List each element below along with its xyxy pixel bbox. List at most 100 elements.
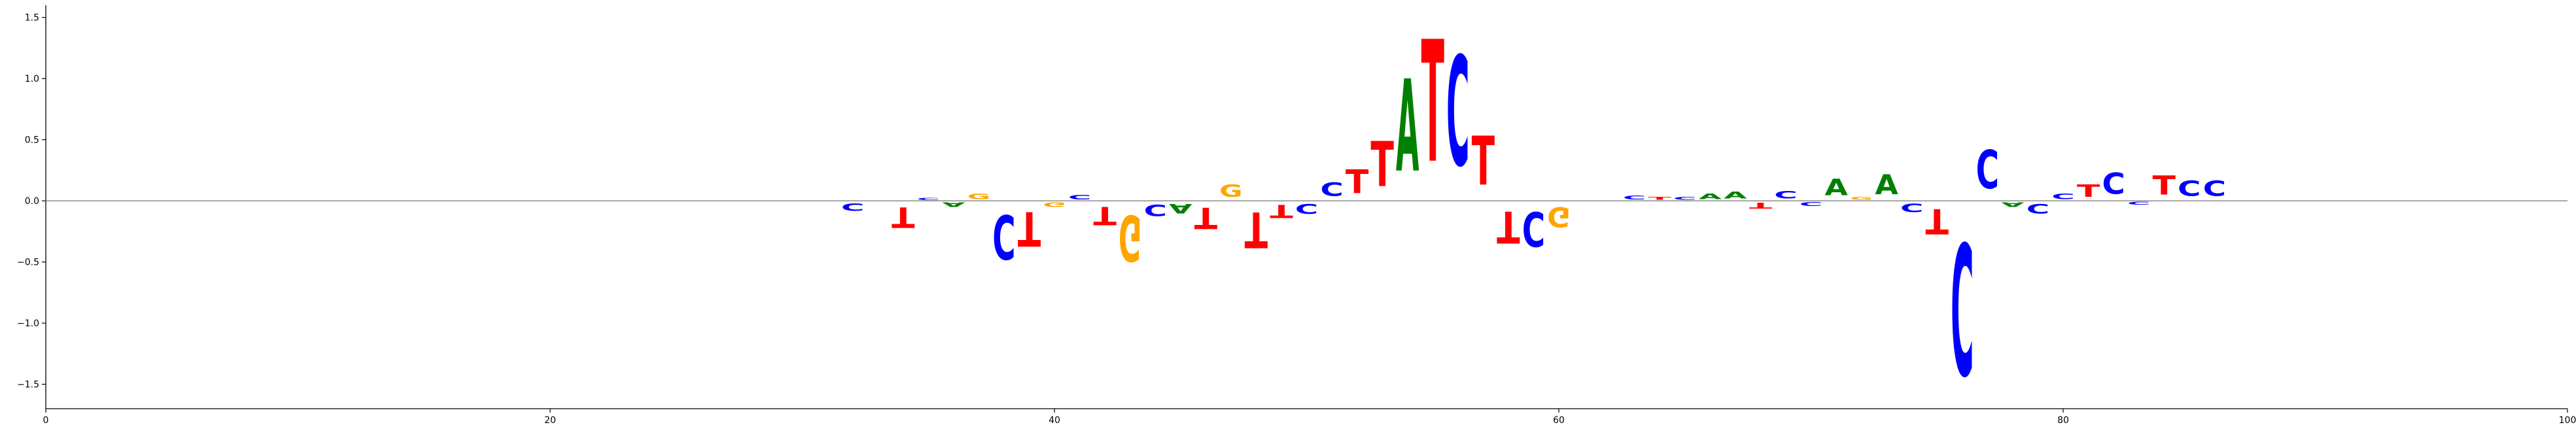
logo-letter-A-pos-78: A — [2001, 201, 2025, 208]
logo-letter-C-pos-77: C — [1976, 140, 1999, 201]
logo-letter-T-pos-42: T — [1093, 201, 1116, 230]
logo-letter-C-pos-82: C — [2102, 167, 2125, 201]
y-tick-label: −1.5 — [17, 380, 39, 390]
logo-letter-C-pos-83: C — [2127, 201, 2150, 205]
logo-letter-G-pos-43: G — [1119, 201, 1141, 274]
svg-text:T: T — [1018, 201, 1041, 256]
x-tick-label: 40 — [1049, 415, 1060, 426]
svg-text:T: T — [2152, 171, 2176, 201]
svg-text:C: C — [2027, 201, 2049, 215]
svg-text:C: C — [2051, 192, 2074, 201]
logo-letter-T-pos-46: T — [1194, 201, 1217, 235]
logo-letter-C-pos-59: C — [1522, 201, 1545, 255]
logo-letter-A-pos-71: A — [1824, 174, 1848, 201]
y-tick-label: −1.0 — [17, 318, 39, 329]
logo-letter-T-pos-48: T — [1245, 201, 1268, 258]
svg-text:C: C — [1800, 201, 1822, 207]
logo-letter-C-pos-70: C — [1800, 201, 1822, 207]
svg-text:G: G — [1119, 201, 1141, 274]
svg-text:T: T — [1270, 201, 1293, 221]
svg-text:C: C — [1774, 189, 1797, 201]
svg-text:G: G — [1850, 196, 1873, 201]
svg-text:C: C — [1673, 196, 1696, 201]
svg-text:A: A — [1824, 174, 1848, 201]
svg-text:C: C — [1295, 201, 1318, 217]
logo-letter-T-pos-39: T — [1018, 201, 1041, 256]
svg-text:T: T — [1370, 129, 1394, 201]
svg-text:G: G — [1043, 201, 1066, 208]
svg-text:C: C — [2203, 177, 2226, 201]
svg-text:C: C — [1976, 140, 1999, 201]
svg-text:C: C — [1522, 201, 1545, 255]
svg-text:C: C — [1068, 194, 1091, 201]
logo-letter-A-pos-45: A — [1169, 201, 1192, 215]
chart-axes: −1.5 −1.0 −0.5 0.0 0.5 1.0 1.5 0 20 40 60 80 100 — [17, 5, 2576, 426]
x-tick-label: 80 — [2057, 415, 2069, 426]
logo-letter-C-pos-69: C — [1774, 189, 1797, 201]
svg-text:C: C — [2127, 201, 2150, 205]
logo-letter-C-pos-76: C — [1951, 201, 1974, 411]
logo-letter-C-pos-51: C — [1320, 179, 1343, 201]
logo-letter-G-pos-72: G — [1850, 196, 1873, 201]
svg-text:C: C — [917, 197, 940, 201]
logo-letter-T-pos-52: T — [1346, 163, 1369, 201]
svg-text:T: T — [1497, 200, 1520, 251]
logo-letter-C-pos-35: C — [917, 197, 940, 201]
svg-text:T: T — [1648, 196, 1671, 201]
logo-letter-C-pos-79: C — [2027, 201, 2049, 215]
svg-text:G: G — [967, 193, 990, 201]
logo-letter-T-pos-84: T — [2152, 171, 2176, 201]
logo-letter-C-pos-44: C — [1143, 201, 1166, 219]
svg-text:C: C — [841, 201, 864, 213]
logo-letter-A-pos-36: A — [942, 201, 966, 208]
logo-letter-A-pos-67: A — [1724, 190, 1747, 201]
svg-text:C: C — [2178, 177, 2201, 201]
logo-letter-G-pos-47: G — [1219, 182, 1242, 201]
svg-text:A: A — [2001, 201, 2025, 208]
svg-text:C: C — [1446, 26, 1469, 201]
logo-letter-T-pos-58: T — [1497, 200, 1520, 251]
logo-letter-C-pos-86: C — [2203, 177, 2226, 201]
logo-letter-C-pos-63: C — [1623, 195, 1646, 201]
logo-letter-C-pos-50: C — [1295, 201, 1318, 217]
svg-text:C: C — [1320, 179, 1343, 201]
svg-text:T: T — [1749, 201, 1773, 211]
svg-text:T: T — [1346, 163, 1369, 201]
logo-letter-T-pos-75: T — [1926, 201, 1949, 241]
svg-text:T: T — [1194, 201, 1217, 235]
y-tick-label: 1.5 — [25, 13, 39, 24]
logo-letter-C-pos-85: C — [2178, 177, 2201, 201]
y-tick-label: −0.5 — [17, 258, 39, 268]
logo-letter-C-pos-32: C — [841, 201, 864, 213]
logo-letter-C-pos-38: C — [992, 201, 1015, 271]
logo-letter-T-pos-34: T — [892, 201, 915, 233]
logo-letter-A-pos-73: A — [1875, 169, 1898, 201]
svg-text:A: A — [1875, 169, 1898, 201]
y-tick-label: 1.0 — [25, 74, 39, 84]
svg-text:T: T — [2077, 181, 2100, 201]
y-tick-label: 0.0 — [25, 196, 39, 207]
svg-text:A: A — [1724, 190, 1747, 201]
logo-letter-C-pos-56: C — [1446, 26, 1469, 201]
logo-letter-T-pos-64: T — [1648, 196, 1671, 201]
logo-letter-T-pos-49: T — [1270, 201, 1293, 221]
logo-letter-T-pos-57: T — [1472, 124, 1495, 201]
logo-letter-T-pos-81: T — [2077, 181, 2100, 201]
logo-letter-G-pos-37: G — [967, 193, 990, 201]
logo-letter-T-pos-68: T — [1749, 201, 1773, 211]
svg-text:T: T — [1472, 124, 1495, 201]
svg-text:C: C — [1900, 201, 1923, 214]
svg-text:G: G — [1219, 182, 1242, 201]
y-tick-label: 0.5 — [25, 135, 39, 146]
svg-text:C: C — [2102, 167, 2125, 201]
x-tick-label: 0 — [43, 415, 49, 426]
logo-letter-A-pos-66: A — [1699, 192, 1722, 201]
logo-letter-G-pos-60: G — [1547, 201, 1570, 232]
logo-letter-C-pos-65: C — [1673, 196, 1696, 201]
logo-letter-C-pos-41: C — [1068, 194, 1091, 201]
x-tick-label: 20 — [544, 415, 556, 426]
svg-text:C: C — [1143, 201, 1166, 219]
x-tick-label: 100 — [2559, 415, 2576, 426]
